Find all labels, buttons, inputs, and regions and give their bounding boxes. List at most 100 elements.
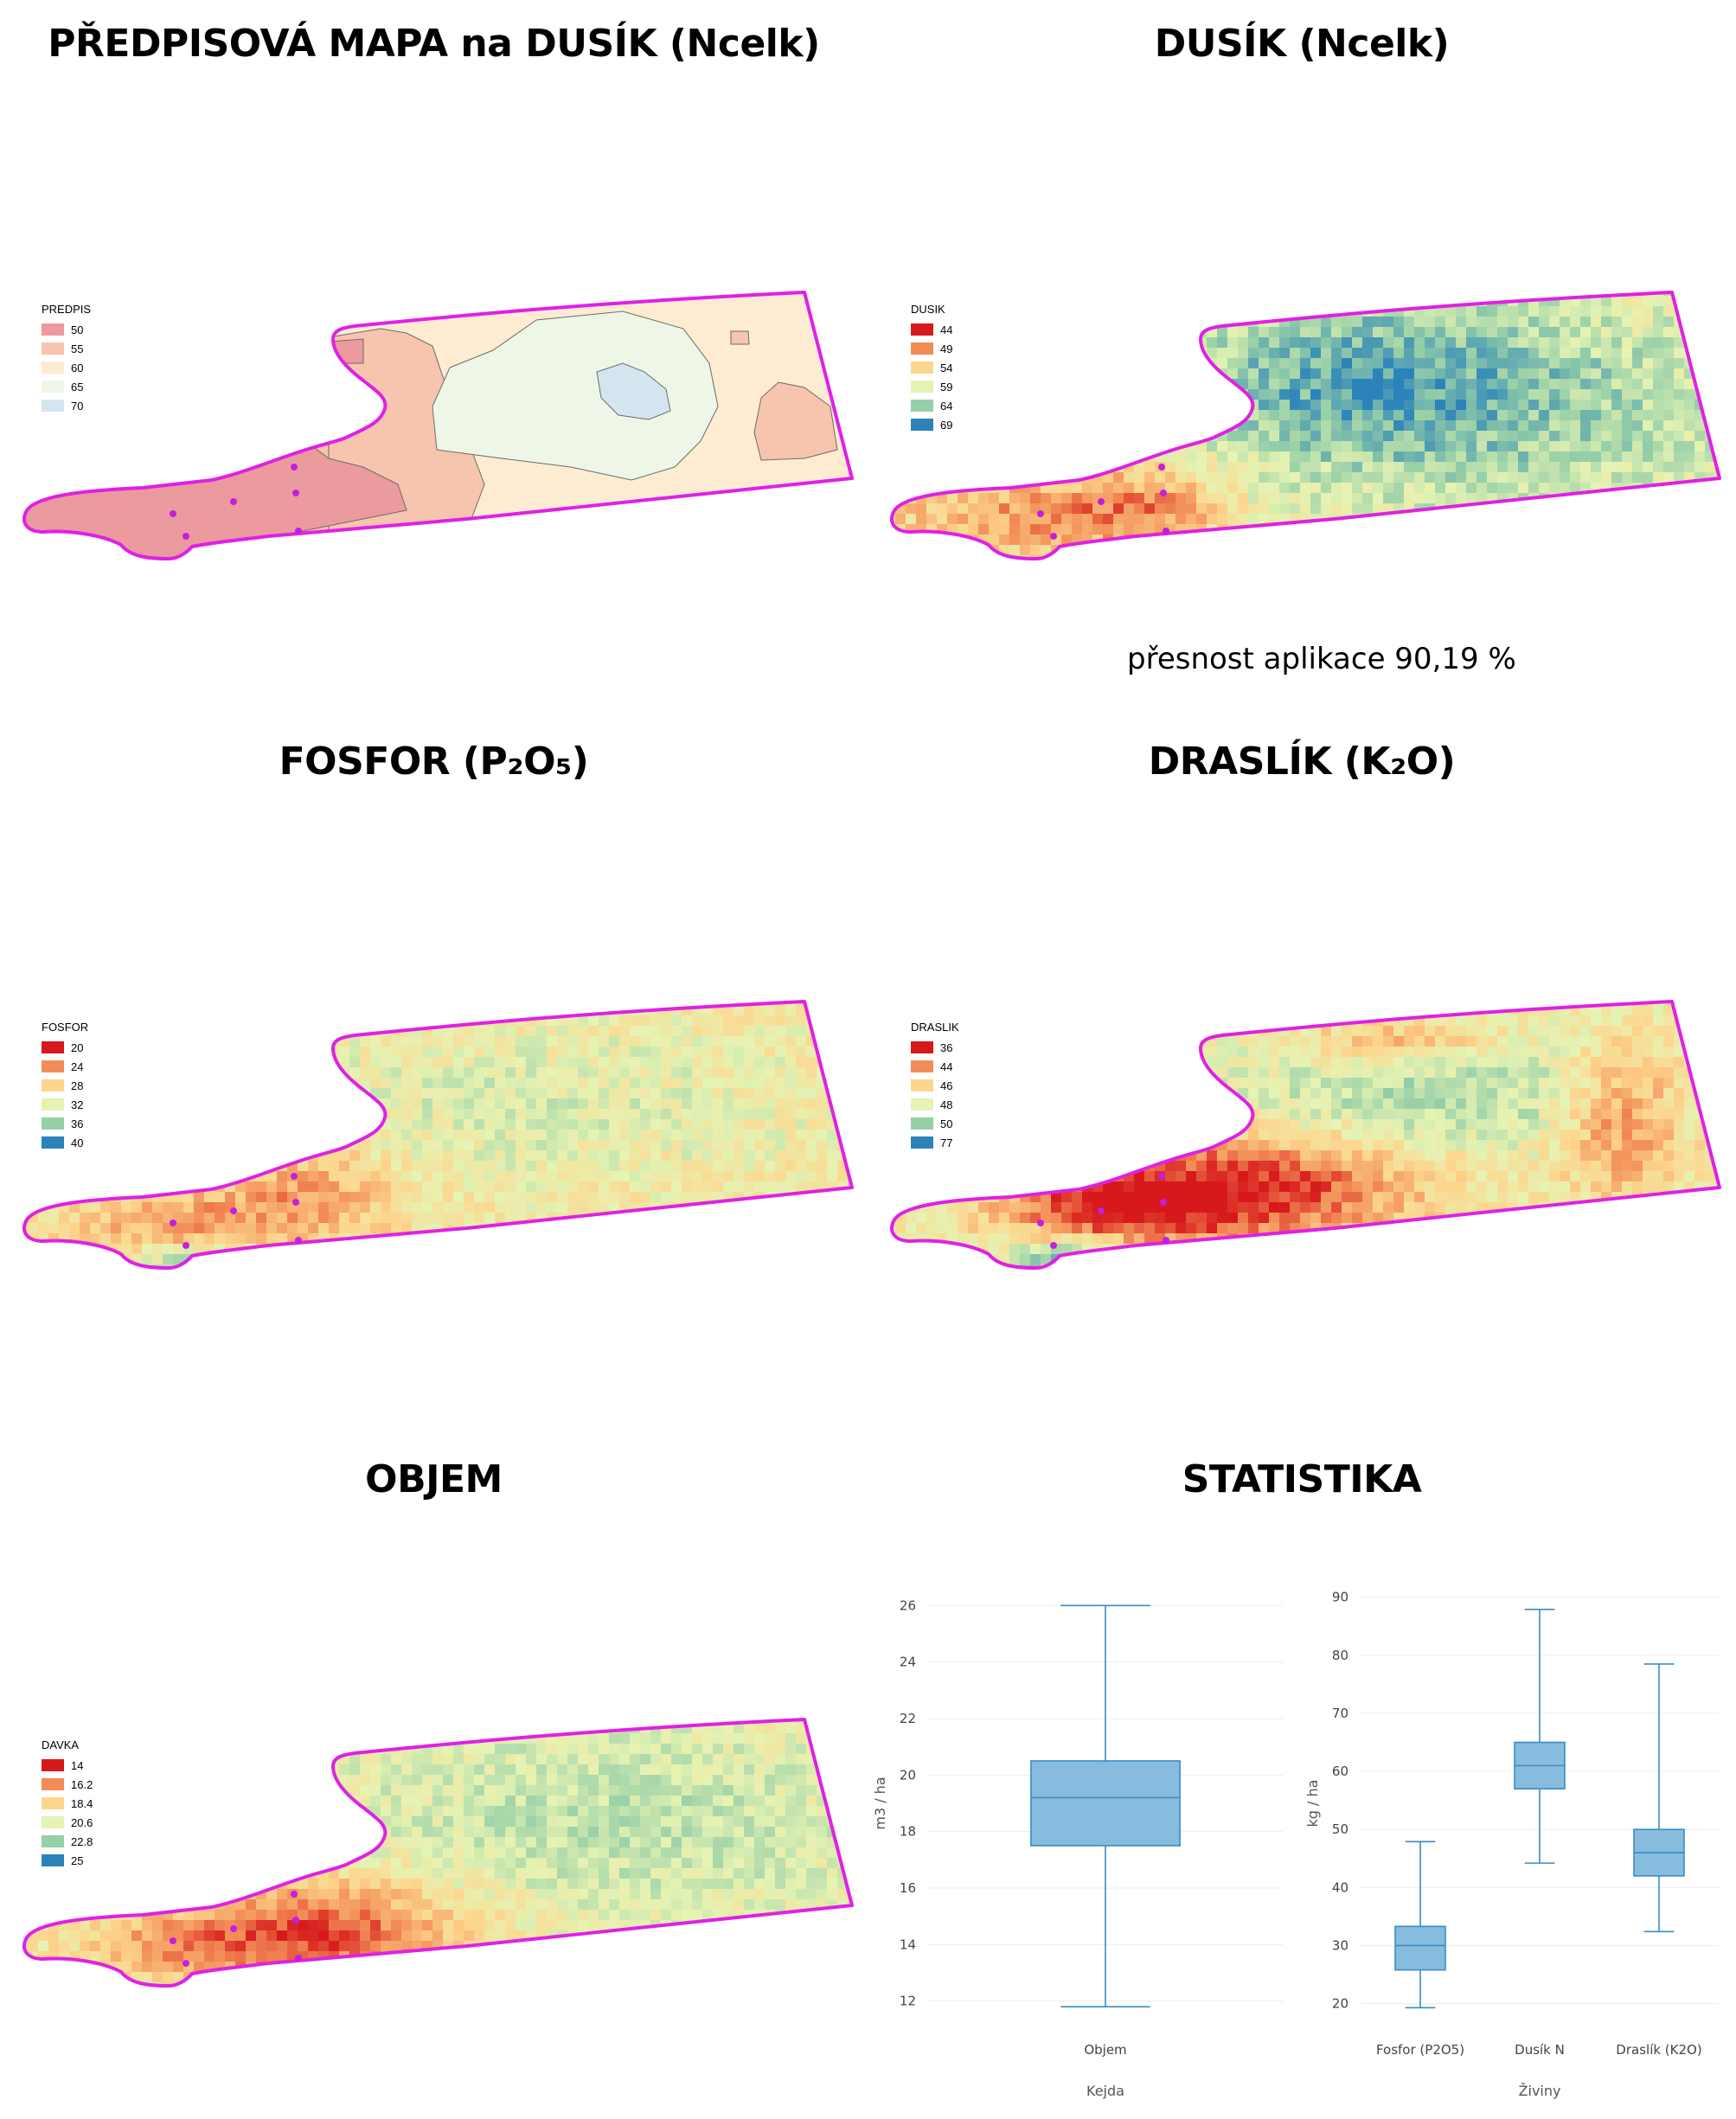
sample-point — [170, 1937, 176, 1944]
raster-cells — [892, 1002, 1720, 1268]
legend-label: 36 — [71, 1117, 84, 1130]
y-tick-label: 26 — [900, 1597, 916, 1613]
map-predpis — [22, 291, 854, 560]
sample-point — [1158, 464, 1165, 471]
legend-item: 24 — [42, 1057, 88, 1076]
legend-swatch — [42, 1117, 64, 1130]
x-axis-title: Kejda — [1086, 2083, 1124, 2099]
legend-item: 36 — [911, 1038, 959, 1057]
legend-swatch — [911, 342, 933, 355]
legend-item: 50 — [911, 1114, 959, 1133]
legend-label: 25 — [71, 1853, 84, 1867]
sample-point — [1050, 1242, 1057, 1249]
legend-swatch — [42, 400, 64, 412]
sample-point — [291, 464, 298, 471]
legend-title: DAVKA — [42, 1738, 80, 1751]
y-tick-label: 14 — [900, 1937, 916, 1952]
legend-label: 20.6 — [71, 1815, 93, 1829]
legend-label: 28 — [71, 1079, 84, 1092]
x-tick-label: Dusík N — [1515, 2042, 1565, 2058]
y-tick-label: 50 — [1332, 1821, 1348, 1837]
field-boundary — [22, 291, 854, 560]
legend-label: 59 — [940, 380, 953, 394]
x-tick-label: Objem — [1084, 2042, 1126, 2058]
legend-label: 32 — [71, 1098, 84, 1111]
map-fosfor — [22, 1000, 854, 1270]
legend-swatch — [42, 1835, 64, 1847]
sample-point — [1163, 528, 1169, 535]
legend-label: 65 — [71, 380, 84, 394]
legend-label: 16.2 — [71, 1777, 93, 1791]
sample-point — [295, 528, 302, 535]
sample-point — [292, 1917, 299, 1924]
legend-label: 77 — [940, 1136, 953, 1149]
legend-swatch — [42, 362, 64, 374]
raster-cells — [24, 1002, 852, 1268]
y-tick-label: 80 — [1332, 1648, 1348, 1663]
sample-point — [183, 533, 189, 540]
legend-item: 50 — [42, 320, 91, 339]
y-tick-label: 70 — [1332, 1706, 1348, 1721]
sample-point — [1160, 1199, 1167, 1206]
legend-swatch — [911, 323, 933, 336]
legend-title: DRASLIK — [911, 1021, 959, 1034]
sample-point — [230, 498, 237, 505]
raster-cells — [892, 292, 1720, 559]
field-boundary — [890, 291, 1721, 560]
panel-objem: OBJEM DAVKA 14 16.2 18.4 20.6 22.8 25 — [0, 1427, 868, 2119]
y-tick-label: 30 — [1332, 1937, 1348, 1953]
legend-draslik: DRASLIK 36 44 46 48 50 77 — [911, 1021, 959, 1152]
legend-label: 40 — [71, 1136, 84, 1149]
legend-predpis: PREDPIS 50 55 60 65 70 — [42, 303, 91, 415]
legend-title: FOSFOR — [42, 1021, 89, 1034]
sample-point — [1158, 1173, 1165, 1180]
legend-swatch — [911, 1136, 933, 1149]
legend-item: 20 — [42, 1038, 88, 1057]
legend-label: 49 — [940, 342, 953, 355]
sample-point — [1037, 1220, 1044, 1226]
legend-swatch — [42, 1778, 64, 1790]
legend-swatch — [42, 1079, 64, 1092]
legend-label: 20 — [71, 1040, 84, 1054]
legend-label: 18.4 — [71, 1796, 93, 1810]
box-0 — [1030, 1604, 1181, 2008]
field-boundary — [890, 1000, 1721, 1270]
panel-dusik: DUSÍK (Ncelk) DUSIK 44 49 54 59 64 69 přesnos… — [868, 0, 1736, 683]
legend-swatch — [911, 419, 933, 431]
panel-title-dusik: DUSÍK (Ncelk) — [1154, 22, 1450, 66]
box-1 — [1514, 1609, 1566, 1864]
legend-item: 55 — [42, 339, 91, 358]
legend-item: 28 — [42, 1076, 88, 1095]
sample-point — [183, 1242, 189, 1249]
sample-point — [1098, 1207, 1105, 1214]
legend-title: DUSIK — [911, 303, 945, 316]
legend-label: 44 — [940, 1060, 953, 1073]
legend-swatch — [911, 1041, 933, 1053]
panel-statistika: STATISTIKA 12 14 16 18 20 22 24 26 Objem Kejda m3 … — [868, 1427, 1736, 2119]
legend-label: 69 — [940, 418, 953, 432]
sample-point — [1050, 533, 1057, 540]
y-tick-label: 12 — [900, 1994, 916, 2009]
legend-item: 65 — [42, 377, 91, 396]
legend-label: 36 — [940, 1040, 953, 1054]
x-tick-label: Fosfor (P2O5) — [1376, 2042, 1464, 2058]
sample-point — [1163, 1237, 1169, 1244]
y-tick-label: 22 — [900, 1711, 916, 1726]
legend-item: 64 — [911, 396, 952, 415]
legend-label: 44 — [940, 323, 953, 336]
legend-label: 14 — [71, 1758, 84, 1772]
legend-label: 24 — [71, 1060, 84, 1073]
legend-item: 69 — [911, 415, 952, 434]
legend-swatch — [911, 400, 933, 412]
boxplot-kejda: 12 14 16 18 20 22 24 26 Objem Kejda m3 / ha — [872, 1597, 1283, 2099]
legend-label: 54 — [940, 361, 953, 375]
sample-point — [1098, 498, 1105, 505]
sample-point — [230, 1925, 237, 1932]
legend-item: 25 — [42, 1851, 93, 1870]
legend-title: PREDPIS — [42, 303, 92, 316]
raster-cells — [24, 1719, 852, 1986]
legend-label: 70 — [71, 399, 84, 413]
panel-title-draslik: DRASLÍK (K₂O) — [1148, 739, 1456, 784]
panel-title-objem: OBJEM — [365, 1457, 503, 1501]
panel-fosfor: FOSFOR (P₂O₅) FOSFOR 20 24 28 32 36 40 — [0, 709, 868, 1315]
